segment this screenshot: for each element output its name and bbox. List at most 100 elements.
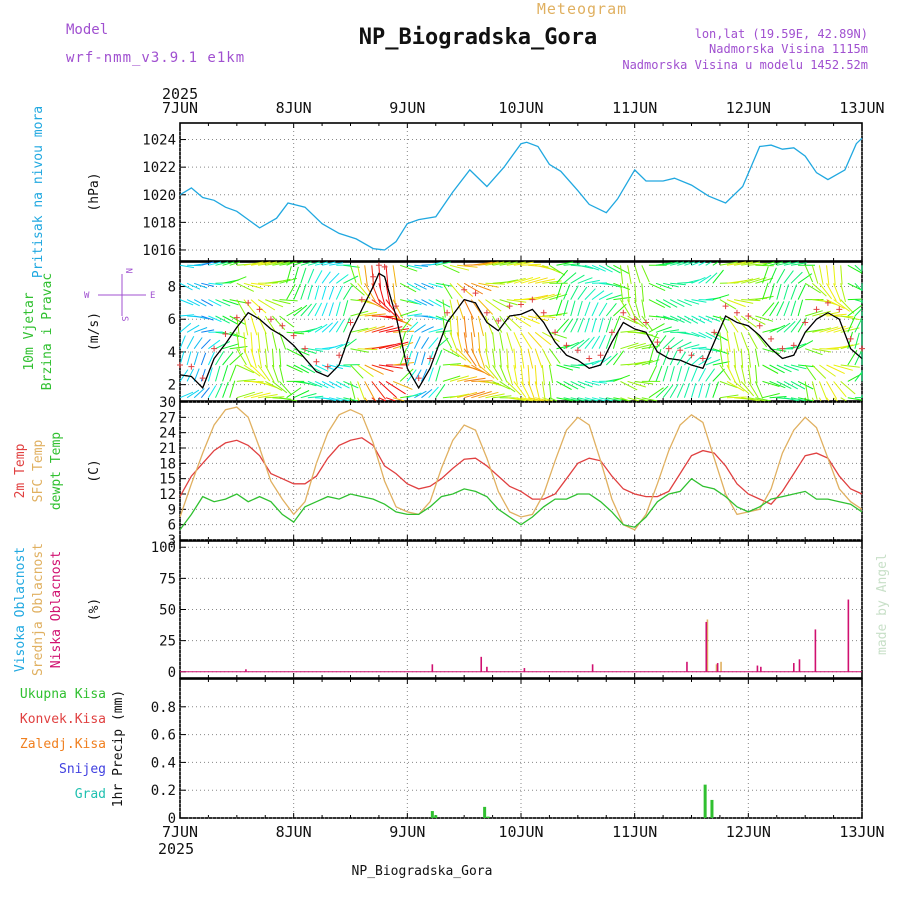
wind-barb	[513, 277, 534, 284]
wind-barb	[478, 391, 499, 399]
wind-barb	[471, 364, 490, 377]
wind-barb	[833, 299, 850, 312]
wind-barb	[513, 315, 532, 328]
wind-barb	[407, 392, 422, 399]
wind-barb	[620, 315, 638, 325]
wind-barb	[520, 315, 540, 325]
wind-barb	[556, 397, 574, 402]
wind-barb	[705, 368, 716, 382]
gust-marker	[506, 303, 513, 310]
wind-barb	[407, 264, 422, 270]
gust-marker	[824, 299, 831, 306]
wind-barb	[378, 381, 398, 398]
wind-barb	[641, 331, 660, 339]
wind-barb	[421, 337, 430, 349]
compass-north: N	[123, 268, 133, 273]
wind-barb	[449, 299, 455, 319]
wind-barb	[485, 348, 491, 368]
wind-barb	[570, 274, 585, 284]
series-label: Niska Oblacnost	[49, 551, 64, 668]
wind-barb	[293, 261, 304, 266]
bottom-date-tick: 8JUN	[276, 823, 312, 841]
wind-barb	[740, 315, 757, 328]
wind-barb	[748, 262, 768, 266]
wind-barb	[662, 349, 670, 366]
wind-barb	[215, 382, 223, 398]
wind-barb	[535, 278, 556, 284]
wind-barb	[279, 299, 298, 302]
gust-marker	[574, 347, 581, 354]
wind-barb	[265, 261, 284, 266]
wind-barb	[307, 364, 322, 373]
bar	[798, 659, 801, 672]
wind-barb	[364, 299, 385, 309]
wind-barb	[329, 344, 343, 350]
wind-barb	[307, 268, 315, 284]
wind-barb	[811, 364, 827, 379]
wind-barb	[783, 301, 790, 317]
wind-barb	[243, 332, 247, 352]
gust-marker	[347, 319, 354, 326]
wind-barb	[399, 331, 406, 349]
gust-marker	[779, 345, 786, 352]
wind-barb	[584, 264, 600, 271]
wind-barb	[812, 327, 832, 333]
gust-marker	[245, 299, 252, 306]
wind-barb	[769, 283, 775, 300]
wind-barb	[279, 315, 295, 328]
wind-barb	[300, 348, 317, 354]
wind-barb	[570, 397, 586, 402]
wind-barb	[477, 332, 481, 354]
y-axis-unit-label: (hPa)	[87, 172, 102, 211]
wind-barb	[286, 364, 303, 373]
gust-marker	[722, 303, 729, 310]
wind-barb	[826, 299, 845, 309]
series-label: Visoka Oblacnost	[13, 547, 28, 672]
wind-barb	[705, 358, 721, 366]
wind-barb	[357, 397, 360, 402]
wind-barb	[385, 265, 389, 289]
wind-barb	[300, 267, 307, 284]
wind-barb	[790, 262, 807, 266]
wind-barb	[741, 299, 761, 302]
bar	[486, 816, 490, 818]
wind-barb	[342, 300, 349, 317]
wind-barb	[776, 268, 786, 284]
wind-barb	[755, 315, 774, 322]
wind-barb	[769, 324, 786, 333]
wind-barb	[620, 380, 638, 391]
wind-barb	[264, 348, 268, 368]
wind-barb	[257, 364, 271, 382]
wind-barb	[258, 394, 278, 399]
bar	[710, 799, 714, 818]
top-date-tick: 9JUN	[389, 99, 425, 117]
wind-barb	[854, 317, 863, 333]
wind-barb	[762, 282, 769, 300]
wind-barb	[236, 379, 256, 382]
gust-marker	[654, 339, 661, 346]
wind-barb	[655, 385, 669, 399]
wind-barb	[336, 397, 351, 402]
wind-barb	[470, 315, 476, 338]
wind-barb	[612, 315, 621, 333]
wind-barb	[520, 348, 525, 369]
gust-marker	[495, 317, 502, 324]
wind-barb	[669, 315, 685, 323]
wind-barb	[840, 364, 860, 368]
y-tick-label: 0	[168, 811, 176, 827]
wind-barb	[428, 282, 443, 288]
wind-barb	[200, 352, 207, 366]
wind-barb	[662, 315, 679, 322]
wind-barb	[605, 333, 613, 349]
wind-barb	[705, 331, 720, 341]
wind-barb	[797, 299, 804, 317]
meteogram-panels: 1016 1018 1020 1022 1024 (hPa) Pritisak na niv…	[13, 106, 865, 827]
wind-barb	[627, 315, 644, 328]
wind-barb	[463, 315, 467, 338]
wind-barb	[712, 348, 730, 355]
series-label: Srednja Oblacnost	[31, 543, 46, 676]
wind-barb	[428, 328, 443, 333]
y-tick-label: 30	[159, 395, 176, 411]
wind-barb	[719, 348, 724, 368]
wind-barb	[506, 381, 522, 396]
